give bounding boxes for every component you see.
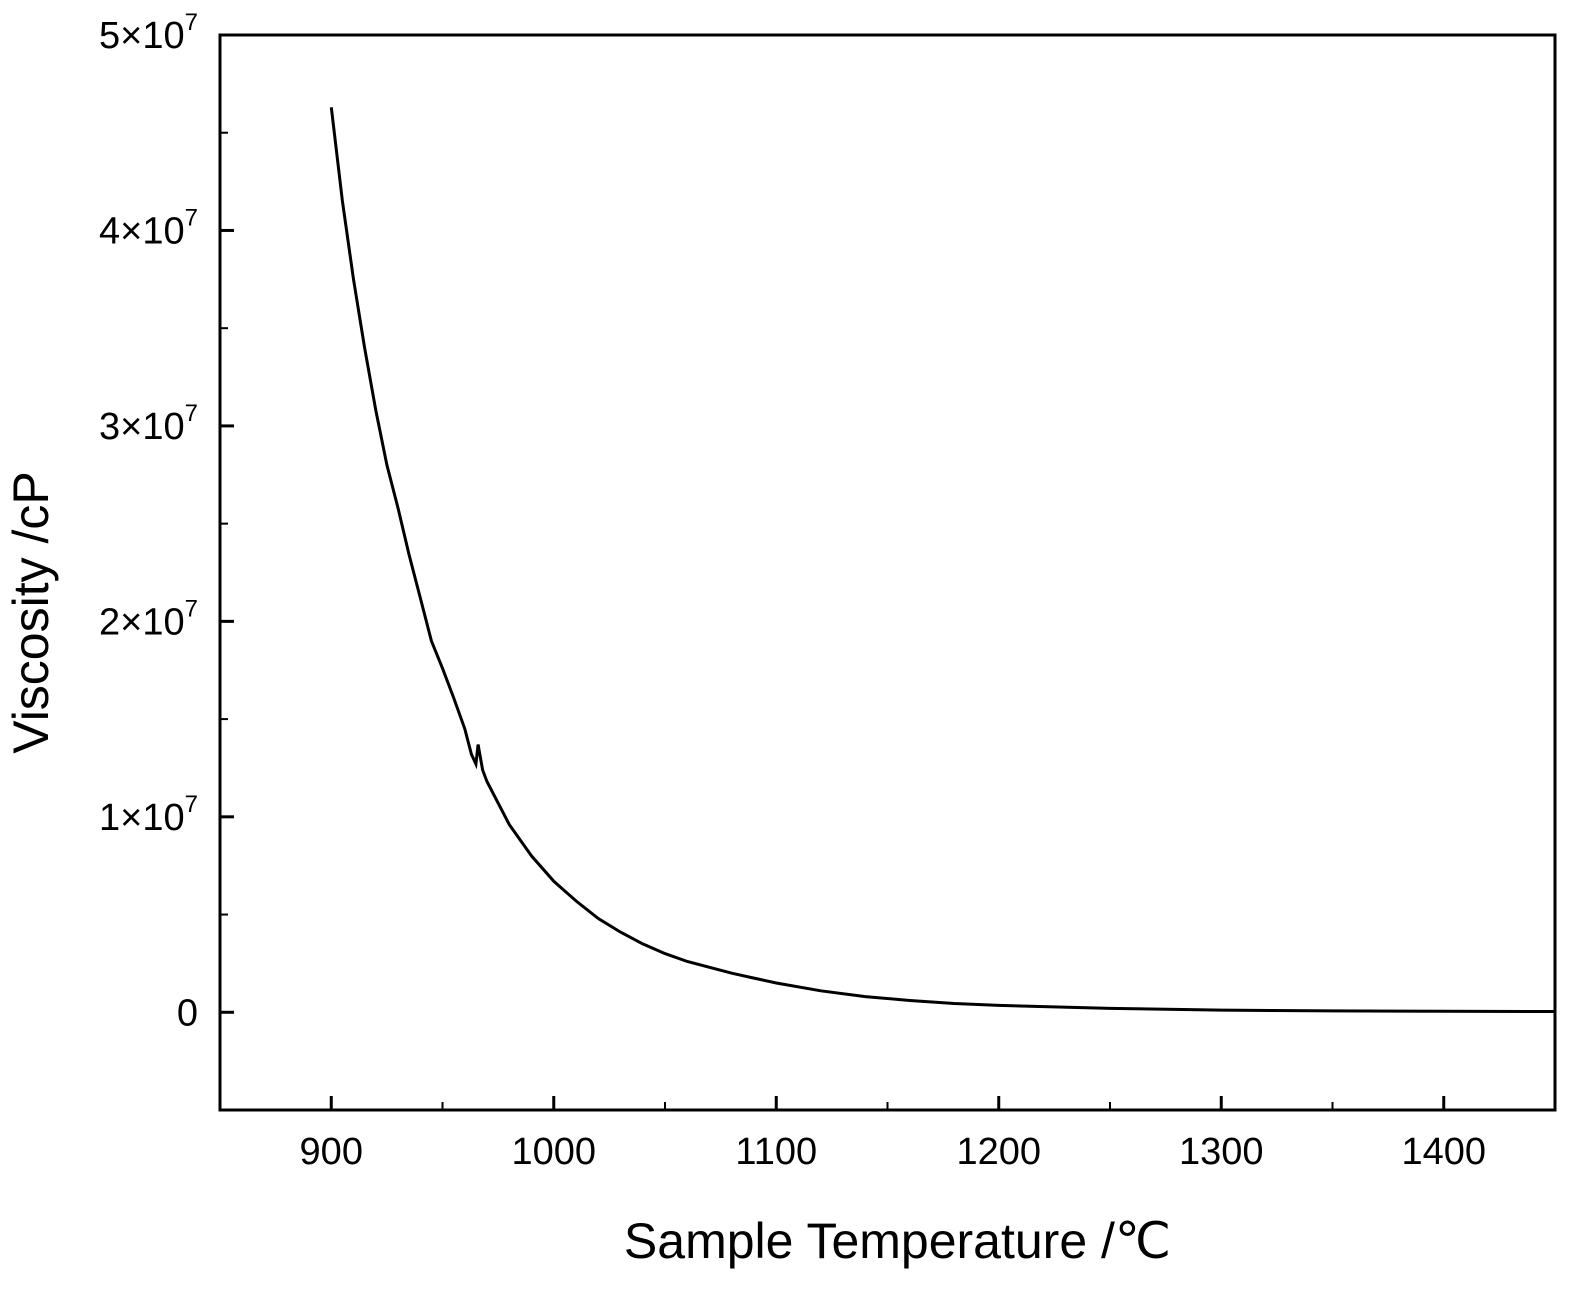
y-tick-label: 2×107 <box>99 595 198 643</box>
y-axis-title: Viscosity /cP <box>3 471 59 754</box>
y-tick-label: 1×107 <box>99 791 198 839</box>
x-tick-label: 1200 <box>956 1131 1041 1173</box>
y-tick-label: 5×107 <box>99 9 198 57</box>
x-axis-ticks <box>329 1096 1556 1110</box>
x-tick-label: 1100 <box>735 1131 817 1173</box>
x-tick-label: 1300 <box>1179 1131 1264 1173</box>
x-axis-tick-labels: 900 1000 1100 1200 1300 1400 <box>300 1131 1486 1173</box>
y-axis-tick-labels: 0 1×107 2×107 3×107 4×107 5×107 <box>99 9 198 1034</box>
y-tick-label: 4×107 <box>99 204 198 252</box>
plot-frame <box>218 33 1557 1112</box>
x-tick-label: 1000 <box>511 1131 596 1173</box>
y-axis-ticks <box>220 33 234 1014</box>
y-tick-label: 0 <box>177 992 198 1034</box>
x-tick-label: 900 <box>300 1131 363 1173</box>
y-tick-label: 3×107 <box>99 400 198 448</box>
x-axis-title: Sample Temperature /℃ <box>624 1213 1171 1269</box>
x-tick-label: 1400 <box>1401 1131 1486 1173</box>
viscosity-curve <box>329 107 1556 1013</box>
